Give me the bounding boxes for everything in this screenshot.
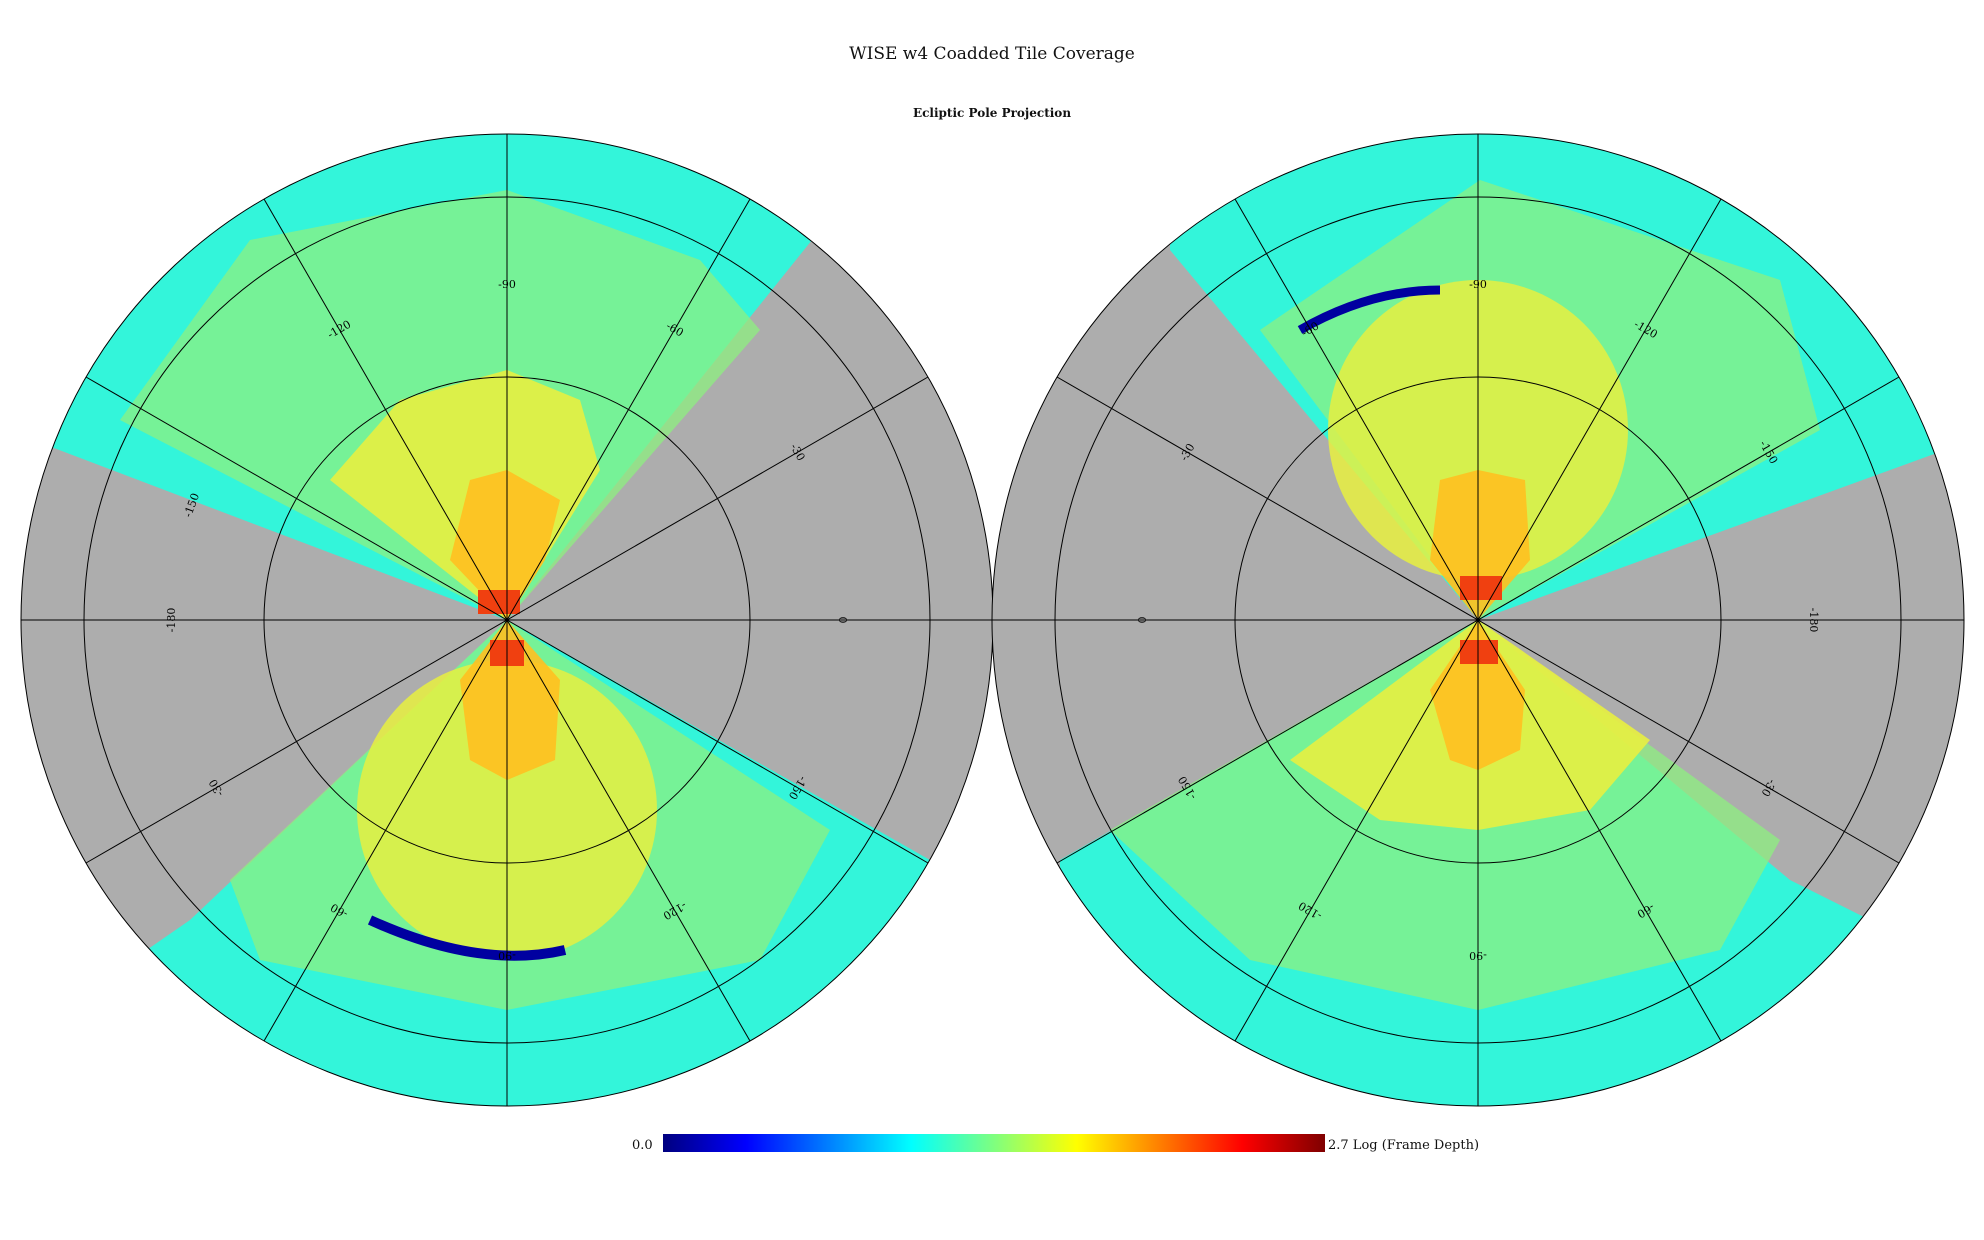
- right-hemisphere-grid-label: -180: [1807, 608, 1820, 633]
- right-upper-blue-arc: [1297, 285, 1441, 334]
- left-lower-blue-arc: [367, 915, 567, 961]
- colorbar-min-label: 0.0: [632, 1138, 653, 1153]
- plot-title: WISE w4 Coadded Tile Coverage: [849, 44, 1135, 64]
- right-hemisphere-grid-label: 0: [1136, 617, 1149, 624]
- right-hemisphere-grid-label: -90: [1469, 949, 1487, 962]
- left-hemisphere-grid-label: -90: [498, 949, 516, 962]
- plot-subtitle: Ecliptic Pole Projection: [912, 106, 1072, 120]
- colorbar-gradient: [663, 1134, 1325, 1152]
- left-lower-orange: [460, 620, 560, 780]
- right-upper-red-cell: [1460, 576, 1502, 600]
- left-hemisphere-grid-label: 0: [836, 617, 849, 624]
- left-upper-orange: [450, 470, 560, 620]
- left-hemisphere-grid-label: -180: [165, 608, 178, 633]
- right-hemisphere-grid-label: -90: [1469, 278, 1487, 291]
- colorbar-max-label: 2.7 Log (Frame Depth): [1328, 1138, 1480, 1153]
- right-upper-orange: [1430, 470, 1530, 620]
- left-hemisphere-grid-label: -90: [498, 278, 516, 291]
